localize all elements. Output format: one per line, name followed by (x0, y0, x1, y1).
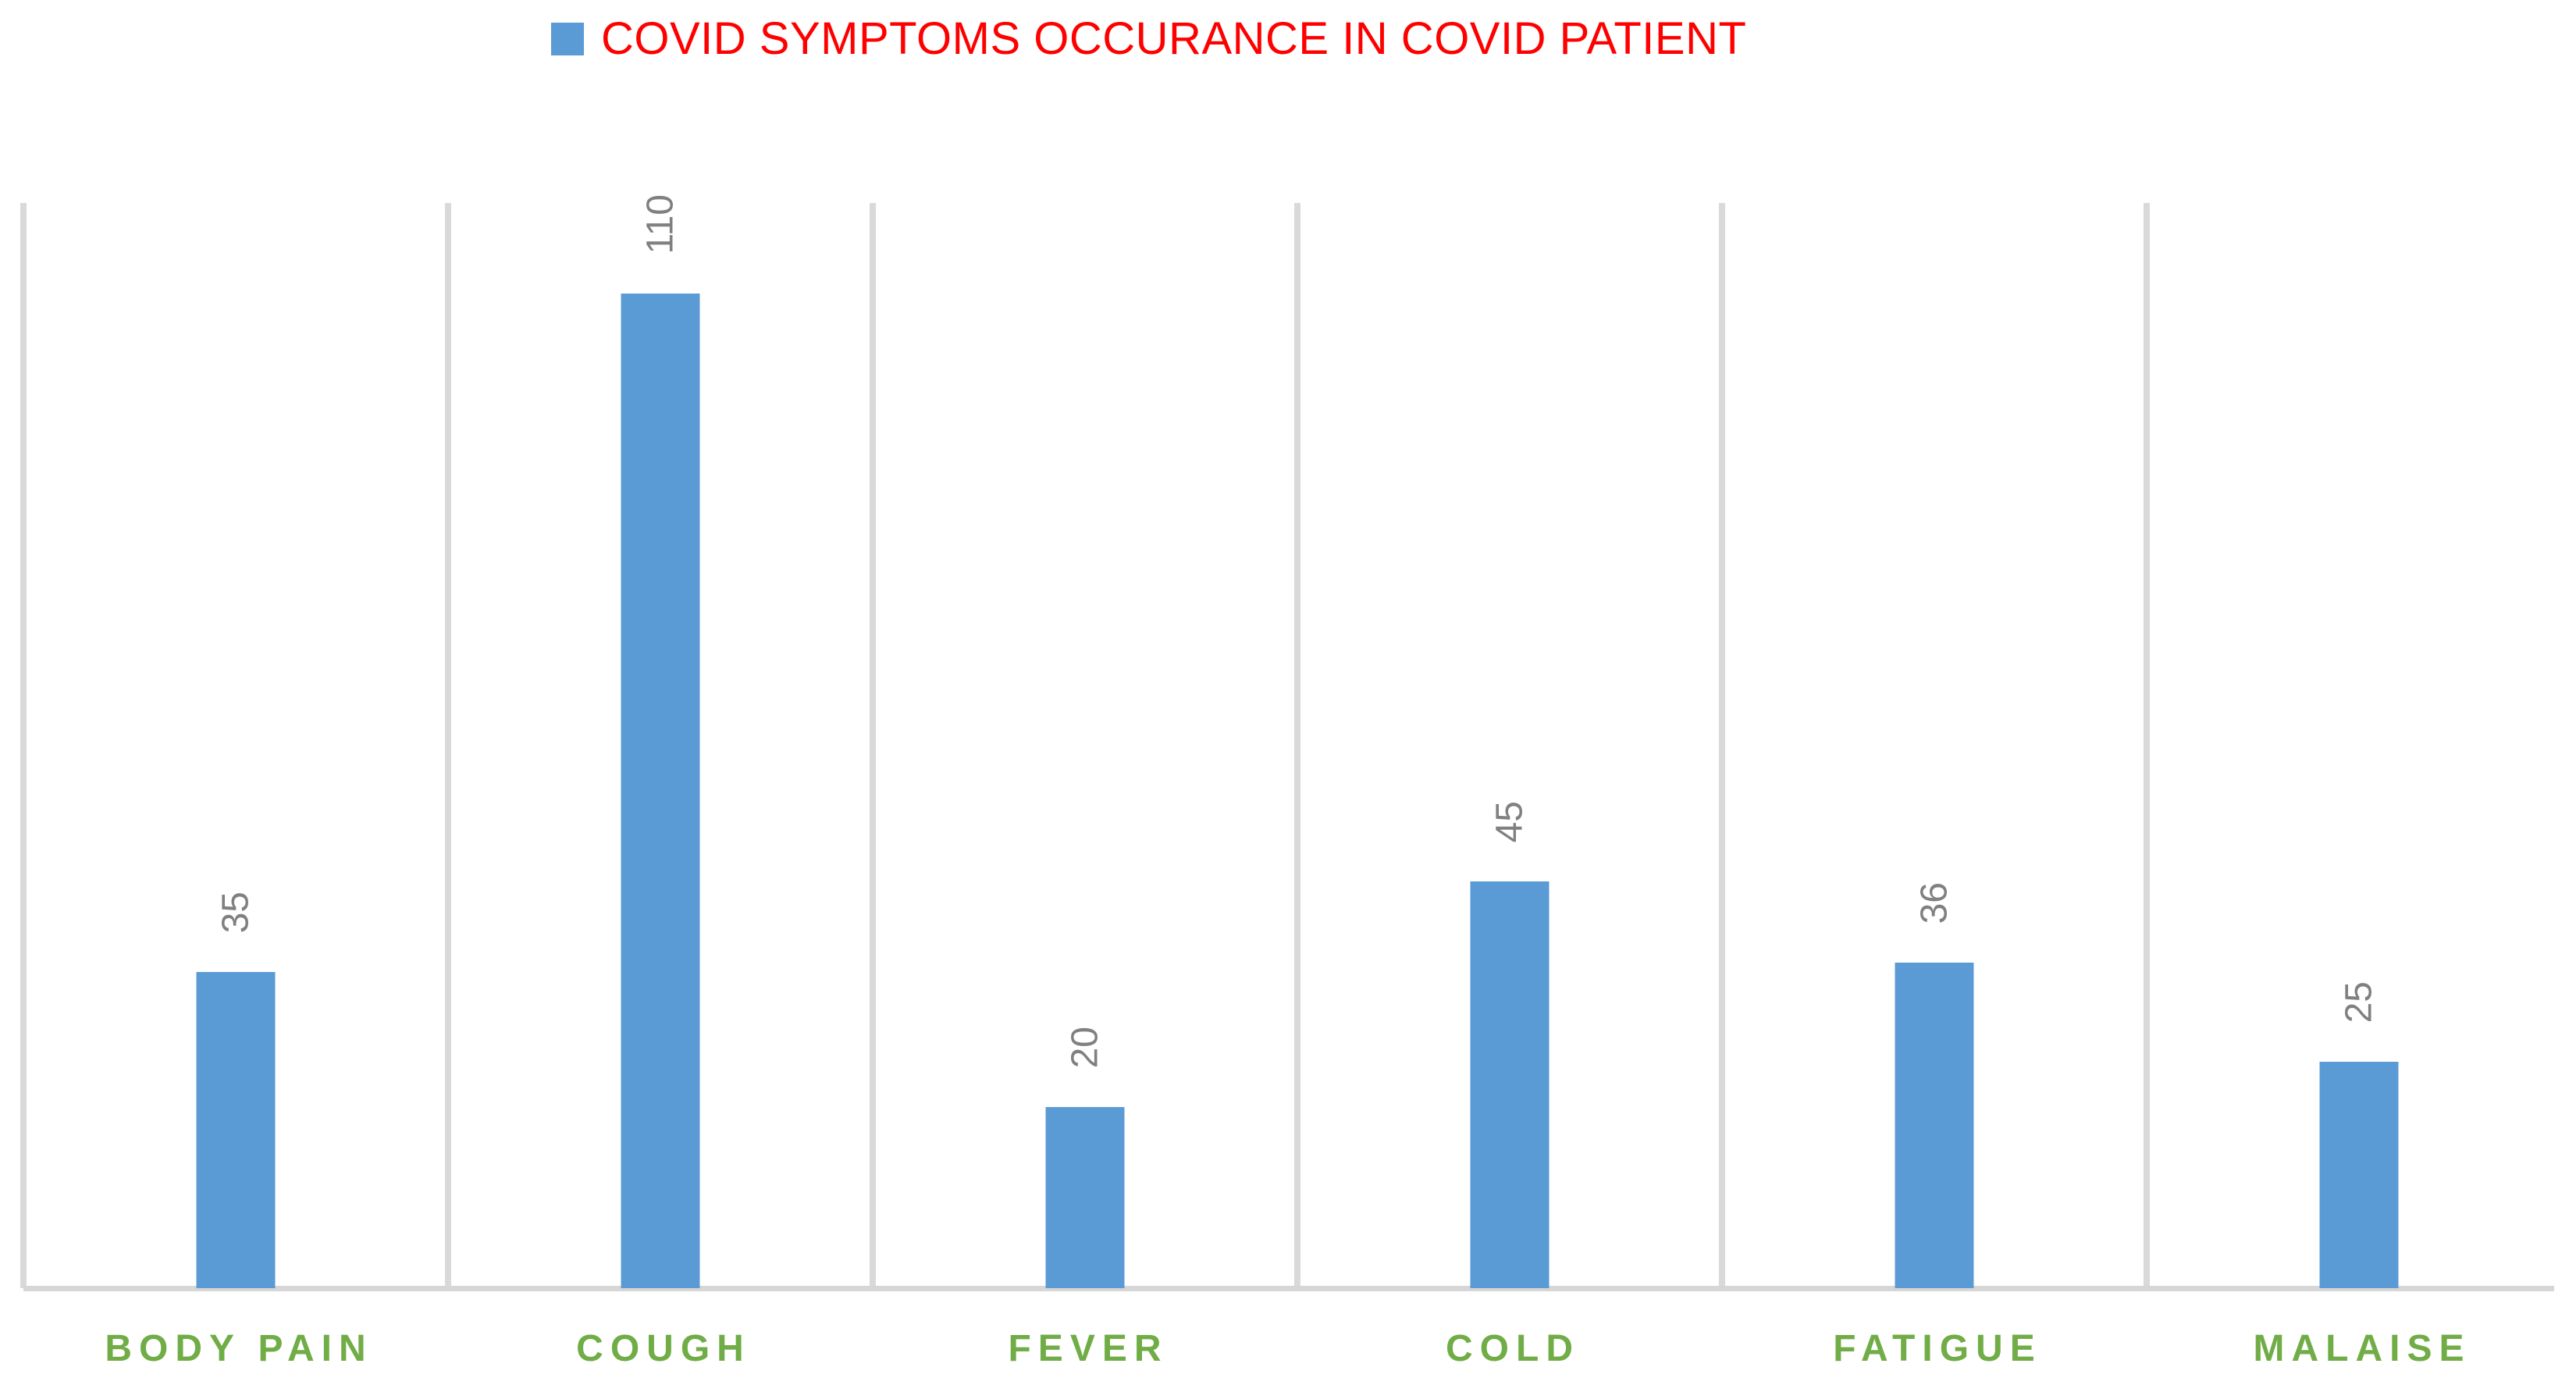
bar-fever (1045, 1107, 1125, 1288)
category-gridline (870, 203, 876, 1288)
category-gridline (1719, 203, 1725, 1288)
category-label-fever: FEVER (1008, 1328, 1169, 1369)
value-label-fever: 20 (1064, 1026, 1106, 1068)
value-label-fatigue: 36 (1913, 881, 1955, 924)
category-label-body-pain: BODY PAIN (105, 1328, 373, 1369)
bar-body-pain (196, 972, 276, 1288)
chart-legend: COVID SYMPTOMS OCCURANCE IN COVID PATIEN… (551, 14, 1746, 64)
category-label-cough: COUGH (576, 1328, 751, 1369)
category-label-malaise: MALAISE (2253, 1328, 2471, 1369)
category-gridline (20, 203, 27, 1288)
value-label-malaise: 25 (2338, 981, 2380, 1023)
category-gridline (2144, 203, 2150, 1288)
category-gridline (445, 203, 451, 1288)
value-label-cough: 110 (639, 194, 681, 255)
x-axis-line (23, 1286, 2554, 1291)
bar-malaise (2319, 1062, 2399, 1288)
series-legend-marker-icon (551, 22, 584, 55)
category-label-cold: COLD (1446, 1328, 1580, 1369)
series-legend-label: COVID SYMPTOMS OCCURANCE IN COVID PATIEN… (601, 13, 1747, 64)
bar-fatigue (1895, 963, 1974, 1288)
category-gridline (1294, 203, 1300, 1288)
bar-cough (621, 294, 700, 1288)
category-label-fatigue: FATIGUE (1833, 1328, 2042, 1369)
value-label-body-pain: 35 (215, 891, 257, 933)
bar-cold (1470, 881, 1550, 1288)
value-label-cold: 45 (1489, 800, 1531, 842)
